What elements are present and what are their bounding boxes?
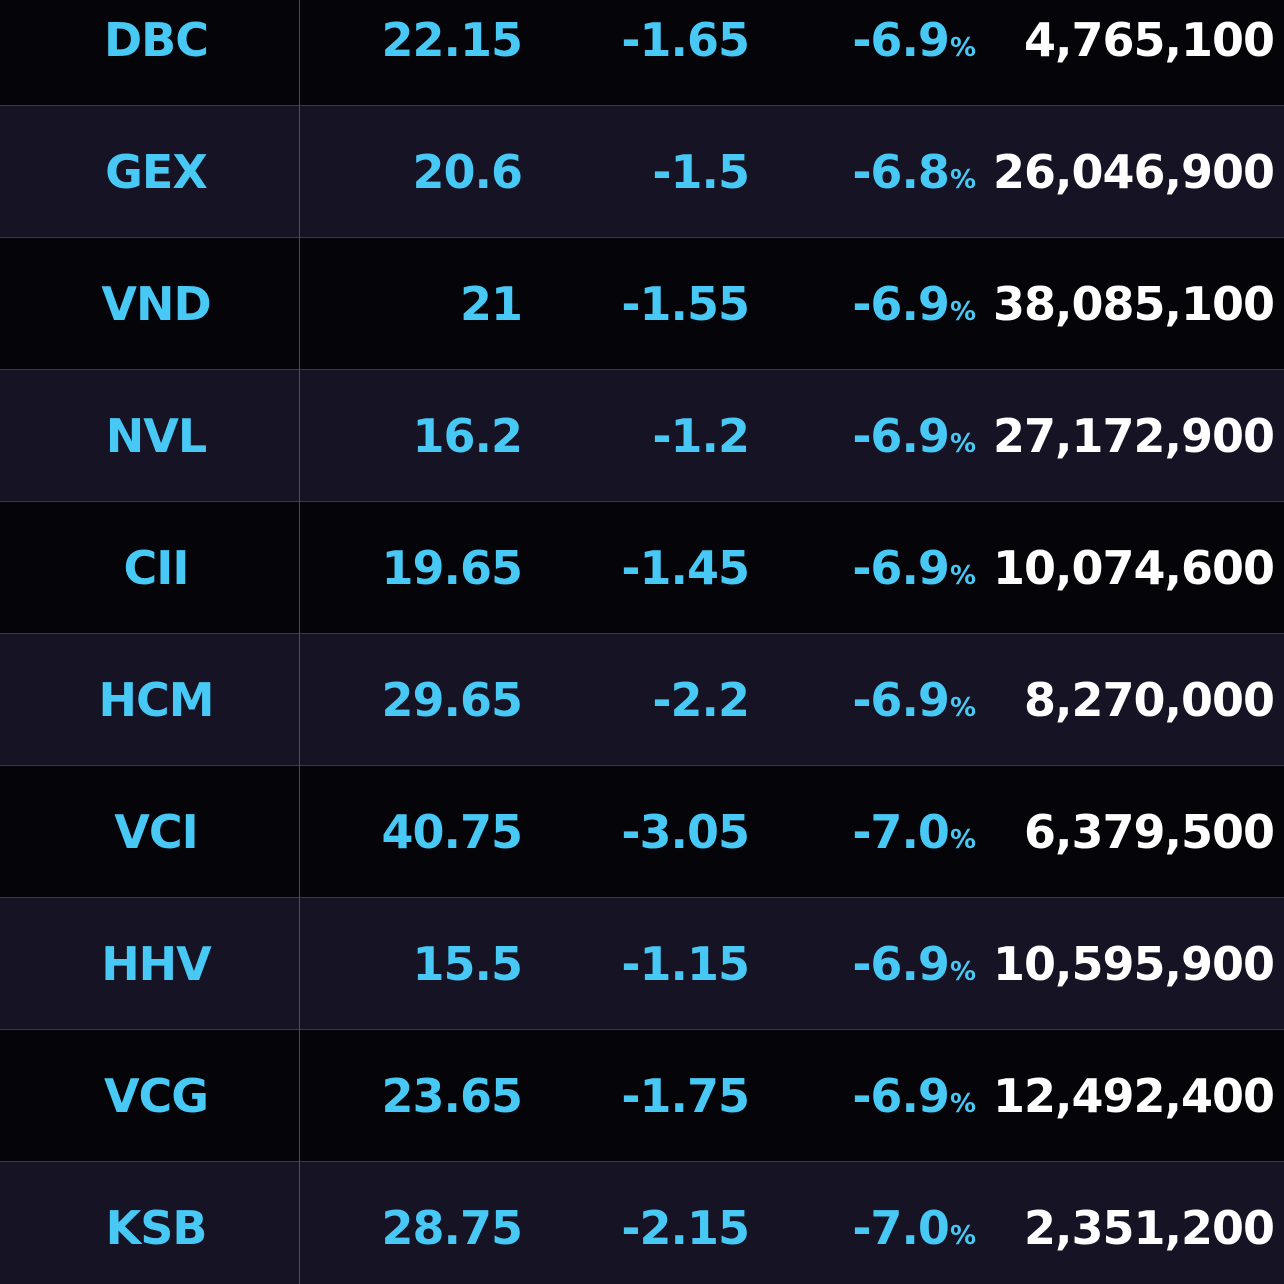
change-value: -2.15: [621, 1201, 750, 1255]
percent-unit: %: [949, 824, 976, 855]
table-row[interactable]: NVL 16.2 -1.2 -6.9% 27,172,900: [0, 370, 1284, 502]
change-value: -1.65: [621, 12, 750, 67]
percent-unit: %: [949, 560, 976, 591]
percent-change: -6.8%: [752, 106, 976, 237]
percent-change: -6.9%: [752, 238, 976, 369]
ticker-symbol: GEX: [105, 144, 208, 199]
percent-unit: %: [949, 1221, 976, 1251]
price-value: 28.75: [381, 1201, 523, 1255]
price-value: 22.15: [381, 12, 523, 67]
price-value: 21: [459, 276, 523, 331]
change-value: -1.2: [652, 408, 750, 463]
price-value: 40.75: [381, 804, 523, 859]
change-value: -1.55: [621, 276, 750, 331]
percent-unit: %: [949, 692, 976, 723]
change-value: -3.05: [621, 804, 750, 859]
volume-value: 27,172,900: [992, 408, 1275, 463]
volume-value: 8,270,000: [1024, 672, 1275, 727]
table-row[interactable]: GEX 20.6 -1.5 -6.8% 26,046,900: [0, 106, 1284, 238]
table-row[interactable]: VCI 40.75 -3.05 -7.0% 6,379,500: [0, 766, 1284, 898]
percent-value: -7.0: [852, 804, 950, 859]
price-value: 20.6: [412, 144, 524, 199]
volume-value: 10,074,600: [992, 540, 1275, 595]
volume-value: 26,046,900: [992, 144, 1275, 199]
percent-change: -6.9%: [752, 1030, 976, 1161]
percent-value: -6.9: [852, 672, 950, 727]
table-row[interactable]: HHV 15.5 -1.15 -6.9% 10,595,900: [0, 898, 1284, 1030]
price-value: 23.65: [381, 1068, 523, 1123]
table-row[interactable]: DBC 22.15 -1.65 -6.9% 4,765,100: [0, 0, 1284, 106]
price-value: 16.2: [412, 408, 524, 463]
percent-value: -6.9: [852, 540, 950, 595]
percent-value: -6.9: [852, 1068, 950, 1123]
table-row[interactable]: CII 19.65 -1.45 -6.9% 10,074,600: [0, 502, 1284, 634]
volume-value: 10,595,900: [992, 936, 1275, 991]
percent-value: -6.9: [852, 408, 950, 463]
percent-change: -6.9%: [752, 370, 976, 501]
volume-value: 4,765,100: [1024, 12, 1275, 67]
price-value: 19.65: [381, 540, 523, 595]
percent-unit: %: [949, 428, 976, 459]
change-value: -1.45: [621, 540, 750, 595]
percent-change: -6.9%: [752, 0, 976, 105]
percent-change: -7.0%: [752, 766, 976, 897]
volume-value: 6,379,500: [1024, 804, 1275, 859]
ticker-symbol: VCG: [103, 1068, 209, 1123]
ticker-symbol: KSB: [105, 1201, 208, 1255]
price-value: 15.5: [412, 936, 524, 991]
table-row[interactable]: VCG 23.65 -1.75 -6.9% 12,492,400: [0, 1030, 1284, 1162]
price-value: 29.65: [381, 672, 523, 727]
percent-value: -6.9: [852, 936, 950, 991]
change-value: -1.5: [652, 144, 750, 199]
percent-unit: %: [949, 164, 976, 195]
table-row[interactable]: KSB 28.75 -2.15 -7.0% 2,351,200: [0, 1162, 1284, 1284]
ticker-symbol: CII: [123, 540, 190, 595]
percent-unit: %: [949, 32, 976, 63]
ticker-symbol: VCI: [114, 804, 198, 859]
ticker-symbol: DBC: [103, 12, 209, 67]
ticker-symbol: VND: [101, 276, 211, 331]
change-value: -1.15: [621, 936, 750, 991]
percent-value: -7.0: [852, 1201, 950, 1255]
ticker-symbol: HCM: [98, 672, 214, 727]
percent-change: -7.0%: [752, 1162, 976, 1284]
column-divider: [299, 0, 300, 1284]
percent-unit: %: [949, 296, 976, 327]
change-value: -2.2: [652, 672, 750, 727]
volume-value: 38,085,100: [992, 276, 1275, 331]
percent-change: -6.9%: [752, 502, 976, 633]
percent-change: -6.9%: [752, 898, 976, 1029]
percent-value: -6.8: [852, 144, 950, 199]
percent-value: -6.9: [852, 276, 950, 331]
ticker-symbol: NVL: [105, 408, 207, 463]
volume-value: 2,351,200: [1024, 1201, 1275, 1255]
percent-value: -6.9: [852, 12, 950, 67]
percent-unit: %: [949, 1088, 976, 1119]
table-row[interactable]: VND 21 -1.55 -6.9% 38,085,100: [0, 238, 1284, 370]
volume-value: 12,492,400: [992, 1068, 1275, 1123]
change-value: -1.75: [621, 1068, 750, 1123]
ticker-symbol: HHV: [101, 936, 212, 991]
table-row[interactable]: HCM 29.65 -2.2 -6.9% 8,270,000: [0, 634, 1284, 766]
percent-unit: %: [949, 956, 976, 987]
percent-change: -6.9%: [752, 634, 976, 765]
